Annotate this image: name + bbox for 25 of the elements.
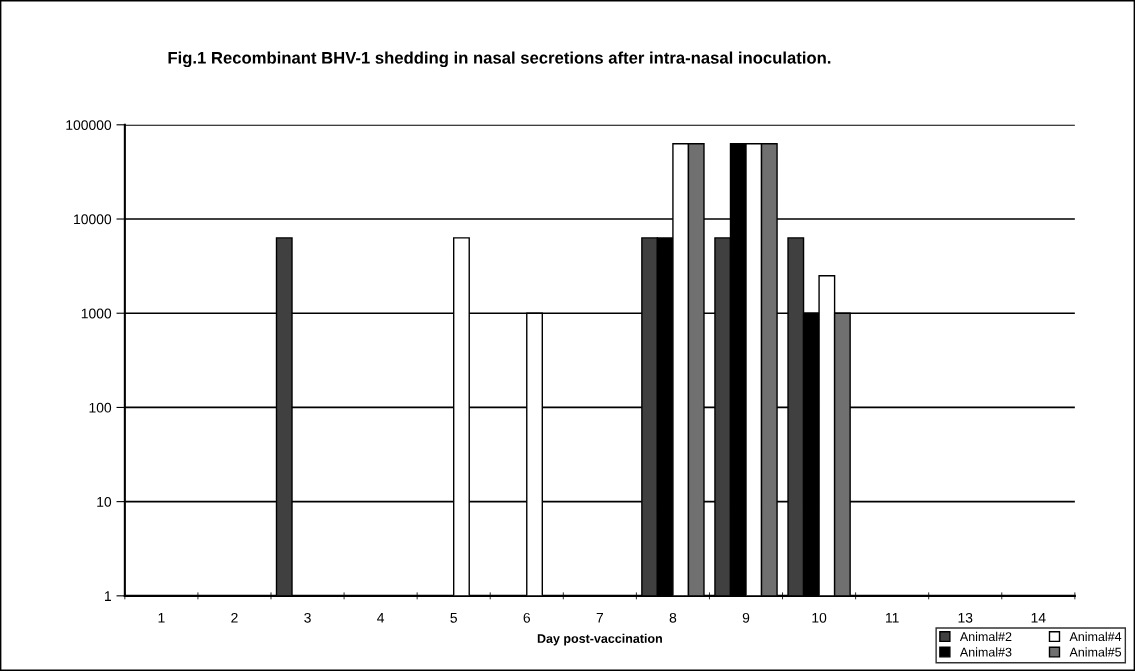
x-tick-label: 7 <box>596 613 604 623</box>
x-tick-label: 14 <box>1031 613 1046 623</box>
x-tick-label: 2 <box>231 612 238 623</box>
y-tick-label: 10000 <box>74 214 112 225</box>
x-tick-label: 9 <box>742 612 750 623</box>
x-tick-label: 1 <box>158 613 165 623</box>
x-tick-label: 10 <box>812 612 827 623</box>
legend-label: Animal#4 <box>1069 631 1122 642</box>
y-tick-label: 100 <box>89 402 112 413</box>
x-tick-label: 13 <box>958 612 973 623</box>
x-tick-label: 8 <box>669 612 677 623</box>
legend-label: Animal#3 <box>959 647 1012 657</box>
x-tick-label: 6 <box>523 612 531 623</box>
y-tick-label: 1000 <box>81 308 112 319</box>
legend-label: Animal#2 <box>959 631 1012 642</box>
chart-title: Fig.1 Recombinant BHV-1 shedding in nasal secretions after intra-nasal inoculation. <box>168 51 831 68</box>
legend-label: Animal#5 <box>1069 647 1122 657</box>
x-tick-label: 4 <box>377 613 385 623</box>
y-tick-label: 1 <box>104 591 111 601</box>
y-tick-label: 100000 <box>66 120 112 130</box>
x-tick-label: 5 <box>450 613 457 623</box>
y-tick-label: 10 <box>97 496 112 507</box>
x-tick-label: 11 <box>886 613 899 623</box>
x-tick-label: 3 <box>304 612 311 623</box>
x-axis-title: Day post-vaccination <box>537 633 662 646</box>
